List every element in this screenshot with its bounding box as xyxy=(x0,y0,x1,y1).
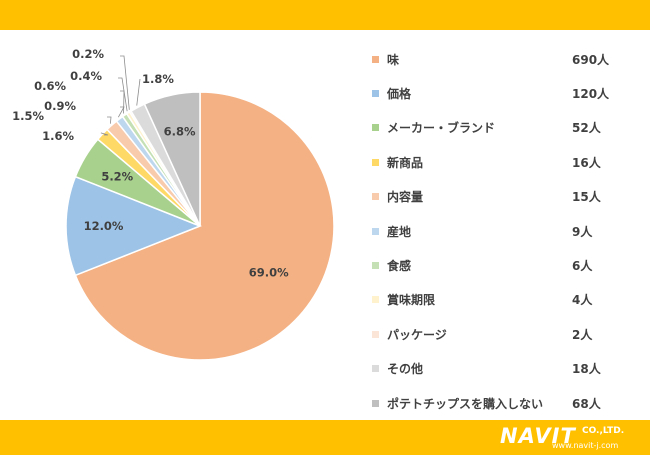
legend-item-5: 産地 9人 xyxy=(372,214,642,248)
legend-item-0: 味 690人 xyxy=(372,42,642,76)
slice-label-2: 5.2% xyxy=(101,169,133,183)
legend-count: 2人 xyxy=(572,327,593,342)
slice-label-3: 1.6% xyxy=(42,129,74,143)
legend-count: 6人 xyxy=(572,259,593,274)
legend-label: 食感 xyxy=(387,259,412,274)
chart-legend: 味 690人価格 120人メーカー・ブランド 52人新商品 16人内容量 15人産地 9人食… xyxy=(372,42,642,420)
pie-slice-1 xyxy=(65,175,203,277)
slice-label-7: 0.4% xyxy=(70,69,102,83)
legend-label: その他 xyxy=(387,362,424,377)
company-logo: NAVIT CO.,LTD. www.navit-j.com xyxy=(500,424,640,452)
slice-label-4: 1.5% xyxy=(12,109,44,123)
pie-slice-0 xyxy=(74,91,335,361)
legend-swatch xyxy=(372,158,379,166)
slice-label-5: 0.9% xyxy=(44,99,76,113)
logo-url: www.navit-j.com xyxy=(552,441,619,450)
slice-label-9: 1.8% xyxy=(142,72,174,86)
legend-item-9: その他 18人 xyxy=(372,352,642,386)
legend-item-1: 価格 120人 xyxy=(372,76,642,110)
legend-swatch xyxy=(372,124,379,132)
leader-line-3 xyxy=(100,132,109,136)
legend-swatch xyxy=(372,330,379,338)
legend-swatch xyxy=(372,399,379,407)
legend-item-8: パッケージ 2人 xyxy=(372,317,642,351)
legend-item-10: ポテトチップスを購入しない 68人 xyxy=(372,386,642,420)
leader-line-9 xyxy=(136,78,141,106)
legend-swatch xyxy=(372,55,379,63)
legend-swatch xyxy=(372,262,379,270)
legend-item-4: 内容量 15人 xyxy=(372,180,642,214)
legend-label: 価格 xyxy=(387,87,412,102)
bottom-banner xyxy=(0,420,650,455)
legend-swatch xyxy=(372,296,379,304)
legend-swatch xyxy=(372,193,379,201)
legend-swatch xyxy=(372,365,379,373)
slice-label-0: 69.0% xyxy=(249,266,289,280)
pie-slice-10 xyxy=(143,91,201,227)
legend-item-7: 賞味期限 4人 xyxy=(372,283,642,317)
legend-label: メーカー・ブランド xyxy=(387,121,496,136)
legend-count: 4人 xyxy=(572,293,593,308)
leader-line-8 xyxy=(120,55,130,110)
legend-count: 18人 xyxy=(572,362,601,377)
logo-text: NAVIT xyxy=(500,424,576,448)
legend-swatch xyxy=(372,90,379,98)
slice-label-10: 6.8% xyxy=(164,125,196,139)
legend-item-3: 新商品 16人 xyxy=(372,145,642,179)
leader-line-4 xyxy=(107,116,112,124)
slice-label-8: 0.2% xyxy=(72,47,104,61)
legend-label: 賞味期限 xyxy=(387,293,436,308)
legend-count: 52人 xyxy=(572,121,601,136)
legend-count: 15人 xyxy=(572,190,601,205)
legend-label: 内容量 xyxy=(387,190,424,205)
legend-count: 16人 xyxy=(572,155,601,170)
top-banner xyxy=(0,0,650,30)
slice-label-6: 0.6% xyxy=(34,79,66,93)
leader-line-7 xyxy=(118,77,128,112)
slice-label-1: 12.0% xyxy=(84,219,124,233)
logo-company: CO.,LTD. xyxy=(582,426,625,436)
legend-label: パッケージ xyxy=(387,327,447,342)
legend-item-2: メーカー・ブランド 52人 xyxy=(372,111,642,145)
legend-label: 新商品 xyxy=(387,155,424,170)
legend-label: ポテトチップスを購入しない xyxy=(387,396,544,411)
legend-swatch xyxy=(372,227,379,235)
legend-count: 68人 xyxy=(572,396,601,411)
legend-count: 690人 xyxy=(572,52,610,67)
legend-item-6: 食感 6人 xyxy=(372,248,642,282)
legend-label: 味 xyxy=(387,52,400,67)
legend-label: 産地 xyxy=(387,224,412,239)
pie-chart: 69.0% 12.0% 5.2% 1.6% 1.5%0.9% 0.6% 0.4% 0.2% 1.… xyxy=(12,47,335,361)
legend-count: 9人 xyxy=(572,224,593,239)
legend-count: 120人 xyxy=(572,87,610,102)
